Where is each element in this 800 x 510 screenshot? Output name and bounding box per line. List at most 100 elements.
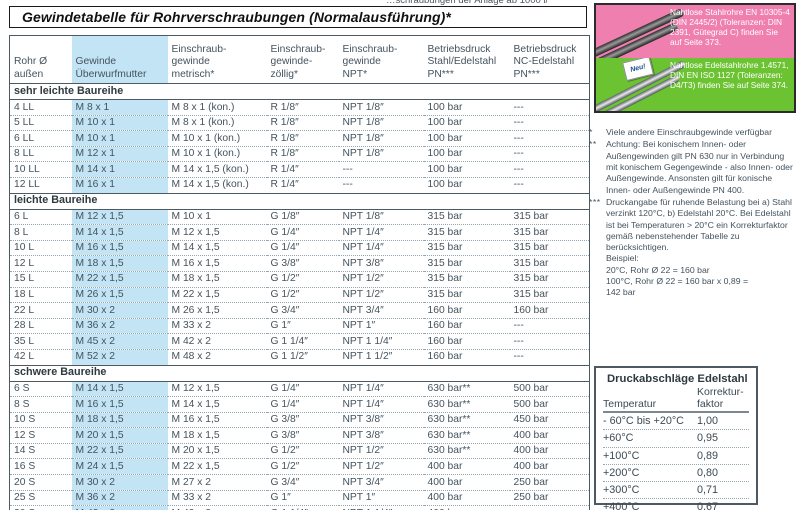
table-cell: 16 S: [9, 458, 72, 476]
table-cell: 400 bar: [423, 505, 510, 510]
table-cell: NPT 1/4″: [338, 240, 424, 257]
column-header: Betriebsdruck NC-Edelstahl PN***: [509, 35, 590, 84]
section-row: sehr leichte Baureihe: [9, 83, 590, 100]
table-cell: 20 S: [9, 474, 72, 491]
footnote: * Viele andere Einschraubgewinde verfügba…: [589, 127, 798, 138]
table-cell: M 22 x 1,5: [71, 271, 168, 288]
table-cell: ---: [509, 505, 590, 510]
table-cell: 10 LL: [9, 161, 72, 178]
table-cell: G 1″: [266, 490, 339, 507]
table-cell: G 3/4″: [266, 302, 339, 319]
table-cell: M 22 x 1,5: [167, 287, 267, 304]
factor-value: 0,95: [697, 432, 719, 445]
temperature-value: +60°C: [603, 432, 634, 445]
table-cell: 18 L: [9, 287, 72, 304]
table-cell: G 3/8″: [266, 255, 339, 272]
table-cell: 28 L: [9, 318, 72, 335]
table-cell: M 20 x 1,5: [167, 443, 267, 460]
table-cell: 315 bar: [423, 240, 510, 257]
table-cell: R 1/8″: [266, 115, 339, 132]
table-cell: 12 S: [9, 427, 72, 444]
table-cell: M 30 x 2: [71, 474, 168, 491]
table-cell: 6 S: [9, 381, 72, 398]
table-cell: 250 bar: [509, 474, 590, 491]
table-cell: NPT 3/4″: [338, 302, 424, 319]
table-cell: M 42 x 2: [167, 505, 267, 510]
table-cell: 100 bar: [423, 115, 510, 132]
table-cell: 100 bar: [423, 161, 510, 178]
table-cell: M 8 x 1: [71, 99, 168, 116]
table-cell: 22 L: [9, 302, 72, 319]
table-cell: 450 bar: [509, 412, 590, 429]
column-header: Gewinde Überwurfmutter: [71, 35, 168, 84]
table-cell: 400 bar: [423, 458, 510, 476]
table-cell: 8 LL: [9, 146, 72, 163]
correction-row: +200°C 0,80: [603, 465, 749, 482]
table-cell: M 24 x 1,5: [71, 458, 168, 476]
title-box: Gewindetabelle für Rohrverschraubungen (…: [9, 6, 587, 28]
temperature-value: +400°C: [603, 501, 640, 510]
table-cell: ---: [338, 161, 424, 178]
correction-row: +60°C 0,95: [603, 430, 749, 448]
table-cell: 315 bar: [423, 271, 510, 288]
temperature-value: +200°C: [603, 466, 640, 479]
table-cell: M 10 x 1: [167, 209, 267, 226]
table-cell: 100 bar: [423, 146, 510, 163]
table-cell: M 12 x 1: [71, 146, 168, 163]
footnote-marker: **: [589, 139, 597, 150]
table-cell: NPT 1 1/4″: [338, 505, 424, 510]
thread-table-grid: Rohr Ø außen Gewinde Überwurfmutter Einsch…: [9, 35, 590, 510]
clipped-top-text: …schraubungen der Anlage ab 1000 l/: [386, 0, 549, 6]
table-cell: M 14 x 1: [71, 161, 168, 178]
table-cell: G 1/4″: [266, 240, 339, 257]
table-cell: 400 bar: [509, 427, 590, 444]
table-cell: NPT 1/2″: [338, 443, 424, 460]
table-cell: G 1/2″: [266, 458, 339, 476]
correction-row: - 60°C bis +20°C 1,00: [603, 413, 749, 431]
table-cell: G 1/2″: [266, 287, 339, 304]
table-cell: 500 bar: [509, 396, 590, 413]
table-cell: 6 L: [9, 209, 72, 226]
table-cell: 4 LL: [9, 99, 72, 116]
table-cell: NPT 1 1/4″: [338, 333, 424, 350]
table-cell: NPT 1/8″: [338, 146, 424, 163]
table-cell: 15 L: [9, 271, 72, 288]
table-cell: M 42 x 2: [71, 505, 168, 510]
table-cell: M 18 x 1,5: [71, 255, 168, 272]
table-cell: G 1/8″: [266, 209, 339, 226]
table-cell: G 1″: [266, 318, 339, 335]
factor-value: 0,67: [697, 501, 719, 510]
correction-row: +400°C 0,67: [603, 499, 749, 510]
table-cell: R 1/4″: [266, 161, 339, 178]
table-cell: M 30 x 2: [71, 302, 168, 319]
tube-info-box: Nahtlose Stahlrohre EN 10305-4 (DIN 2445…: [594, 3, 796, 113]
table-cell: NPT 1/2″: [338, 458, 424, 476]
stainless-tube-panel: Neu! Nahtlose Edelstahlrohre 1.4571, DIN…: [596, 58, 794, 111]
table-cell: R 1/8″: [266, 99, 339, 116]
table-cell: M 48 x 2: [167, 349, 267, 366]
table-cell: M 12 x 1,5: [167, 381, 267, 398]
table-cell: 630 bar**: [423, 443, 510, 460]
table-cell: 400 bar: [509, 443, 590, 460]
table-cell: 315 bar: [509, 287, 590, 304]
table-cell: M 10 x 1 (kon.): [167, 130, 267, 147]
table-cell: G 1/4″: [266, 396, 339, 413]
table-cell: M 36 x 2: [71, 318, 168, 335]
table-cell: G 1 1/2″: [266, 349, 339, 366]
table-cell: 315 bar: [509, 209, 590, 226]
table-cell: 160 bar: [423, 333, 510, 350]
correction-table-header: Temperatur Korrektur- faktor: [603, 386, 749, 414]
main-table-header-row: Rohr Ø außen Gewinde Überwurfmutter Einsch…: [9, 35, 590, 84]
table-cell: 315 bar: [423, 224, 510, 241]
table-cell: NPT 1″: [338, 318, 424, 335]
